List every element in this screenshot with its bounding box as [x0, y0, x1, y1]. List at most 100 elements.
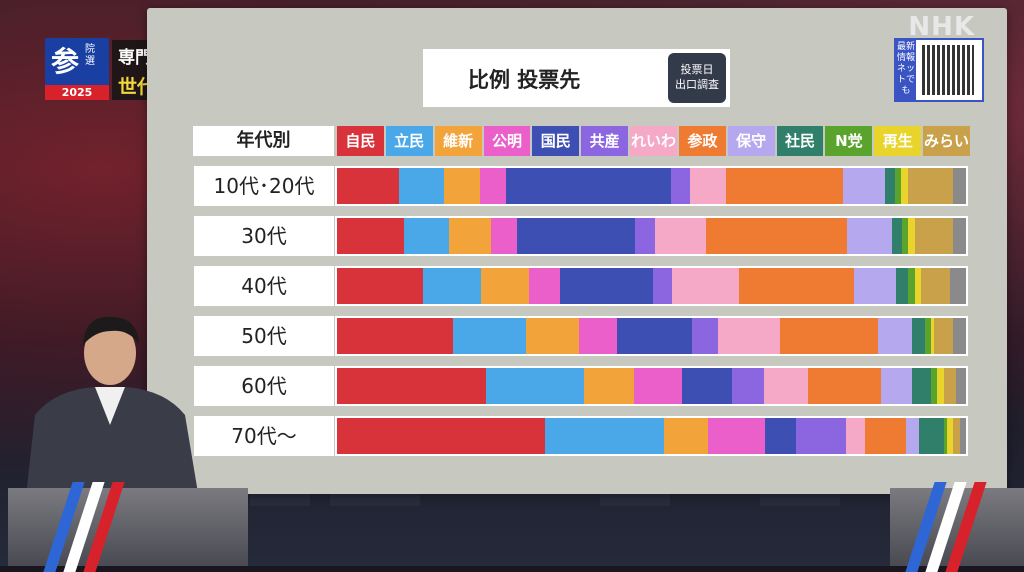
bar-segment	[865, 418, 907, 454]
bar-segment	[914, 268, 922, 304]
legend-item: れいわ	[630, 126, 677, 156]
bar-segment	[732, 368, 764, 404]
bar-segment	[907, 168, 953, 204]
bar-segment	[505, 168, 671, 204]
bar-segment	[670, 168, 691, 204]
bar-segment	[579, 318, 617, 354]
bar-segment	[423, 268, 481, 304]
bar-segment	[952, 168, 966, 204]
bar-segment	[717, 318, 781, 354]
bar-segment	[449, 218, 492, 254]
news-desk-left	[8, 482, 248, 572]
bar-segment	[654, 218, 707, 254]
stacked-bar	[335, 266, 968, 306]
bar-segment	[480, 268, 529, 304]
qr-code-icon	[922, 45, 974, 95]
bar-segment	[949, 268, 966, 304]
bar-segment	[934, 318, 954, 354]
bar-segment	[681, 368, 733, 404]
bar-segment	[525, 318, 580, 354]
bar-segment	[583, 368, 635, 404]
bar-segment	[937, 368, 944, 404]
bar-segment	[404, 218, 450, 254]
presenter-hair	[83, 316, 139, 345]
bar-segment	[884, 168, 895, 204]
badge-year: 2025	[45, 85, 109, 100]
qr-code-box: 最新情報ネットでも	[894, 38, 984, 102]
stacked-bar	[335, 166, 968, 206]
bar-segment	[847, 218, 893, 254]
presenter-suit	[25, 387, 200, 505]
row-label: 10代･20代	[194, 166, 334, 206]
bar-segment	[337, 318, 454, 354]
legend-item: 立民	[385, 126, 433, 156]
bar-segment	[892, 218, 902, 254]
bar-segment	[959, 418, 966, 454]
bar-segment	[842, 168, 885, 204]
legend-item: 保守	[727, 126, 775, 156]
presenter-shirt	[95, 387, 125, 425]
legend-item: 社民	[776, 126, 824, 156]
bar-segment	[337, 368, 486, 404]
bar-segment	[706, 218, 848, 254]
bar-segment	[895, 268, 909, 304]
bar-segment	[726, 168, 843, 204]
bar-segment	[921, 268, 950, 304]
age-group-header: 年代別	[193, 126, 334, 156]
presenter-face	[84, 321, 136, 385]
legend-item: 参政	[678, 126, 726, 156]
bar-segment	[560, 268, 654, 304]
news-desk-right	[890, 482, 1024, 572]
stacked-bar	[335, 416, 968, 456]
legend-item: 公明	[483, 126, 531, 156]
bar-segment	[443, 168, 480, 204]
bar-segment	[653, 268, 673, 304]
bar-segment	[931, 368, 938, 404]
badge-sub-label: 院選	[85, 44, 95, 67]
bar-segment	[956, 368, 966, 404]
legend-item: N党	[825, 126, 873, 156]
row-label: 30代	[194, 216, 334, 256]
bar-segment	[880, 368, 913, 404]
bar-segment	[906, 418, 919, 454]
bar-segment	[485, 368, 584, 404]
legend-item: みらい	[923, 126, 970, 156]
bar-segment	[953, 318, 966, 354]
exit-poll-tag-line2: 出口調査	[675, 78, 719, 91]
legend-item: 再生	[874, 126, 922, 156]
bar-segment	[846, 418, 866, 454]
bar-segment	[528, 268, 561, 304]
bar-segment	[690, 168, 727, 204]
bar-segment	[908, 218, 915, 254]
row-label: 70代〜	[194, 416, 334, 456]
bar-segment	[763, 368, 808, 404]
bar-segment	[854, 268, 896, 304]
bar-segment	[877, 318, 913, 354]
bar-segment	[912, 368, 932, 404]
bar-segment	[516, 218, 636, 254]
bar-segment	[337, 218, 405, 254]
bar-segment	[634, 368, 682, 404]
bar-segment	[807, 368, 881, 404]
bar-segment	[708, 418, 765, 454]
legend-item: 共産	[581, 126, 629, 156]
presenter-figure	[25, 316, 200, 505]
bar-segment	[664, 418, 709, 454]
bar-segment	[901, 218, 909, 254]
bar-segment	[943, 368, 957, 404]
exit-poll-tag-line1: 投票日	[680, 63, 714, 76]
row-label: 60代	[194, 366, 334, 406]
bar-segment	[337, 418, 545, 454]
bar-segment	[912, 318, 926, 354]
bar-segment	[337, 268, 424, 304]
bar-segment	[780, 318, 878, 354]
chart-title: 比例 投票先	[468, 68, 581, 92]
bar-segment	[635, 218, 655, 254]
legend-item: 国民	[532, 126, 580, 156]
bar-segment	[894, 168, 902, 204]
qr-label: 最新情報ネットでも	[896, 40, 916, 100]
bar-segment	[953, 418, 960, 454]
row-label: 50代	[194, 316, 334, 356]
stacked-bar	[335, 316, 968, 356]
bar-segment	[453, 318, 526, 354]
